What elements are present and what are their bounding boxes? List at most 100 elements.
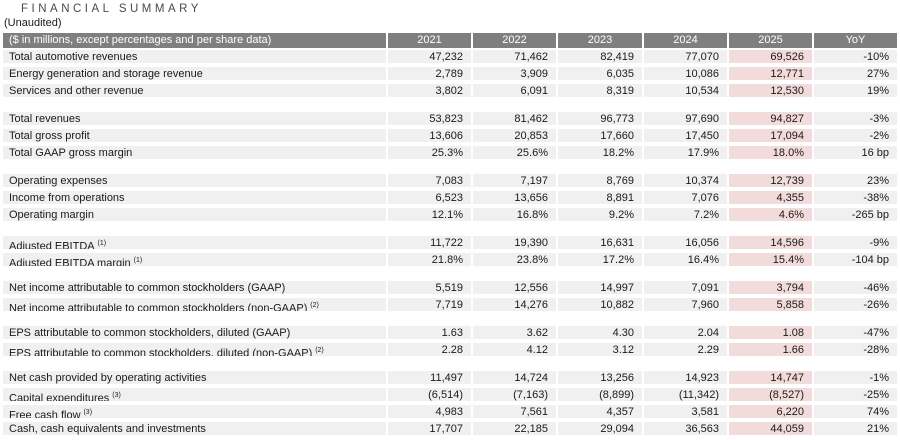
cell-yoy: -10% bbox=[814, 50, 897, 65]
cell-2022: 4.12 bbox=[473, 343, 558, 358]
table-row: Services and other revenue 3,802 6,091 8,31… bbox=[3, 84, 897, 101]
row-label: Adjusted EBITDA (1) bbox=[3, 236, 388, 251]
cell-yoy: -2% bbox=[814, 129, 897, 144]
cell-yoy: -46% bbox=[814, 281, 897, 296]
cell-2025: 4.6% bbox=[729, 208, 814, 223]
cell-2025: 14,747 bbox=[729, 371, 814, 386]
row-label: Services and other revenue bbox=[3, 84, 388, 99]
cell-2024: 97,690 bbox=[644, 112, 729, 127]
cell-2023: 6,035 bbox=[558, 67, 644, 82]
cell-2024: 14,923 bbox=[644, 371, 729, 386]
table-row: Adjusted EBITDA (1) 11,722 19,390 16,631 16,… bbox=[3, 236, 897, 253]
cell-2025: 5,858 bbox=[729, 298, 814, 313]
table-row: Total automotive revenues 47,232 71,462 82,… bbox=[3, 50, 897, 67]
cell-yoy: -28% bbox=[814, 343, 897, 358]
footnote-ref: (3) bbox=[81, 409, 93, 416]
cell-2022: 14,276 bbox=[473, 298, 558, 313]
cell-2022: 7,561 bbox=[473, 405, 558, 420]
row-label: Capital expenditures (3) bbox=[3, 388, 388, 403]
cell-2021: 17,707 bbox=[388, 422, 473, 437]
cell-2022: 81,462 bbox=[473, 112, 558, 127]
cell-yoy: -38% bbox=[814, 191, 897, 206]
row-label: Cash, cash equivalents and investments bbox=[3, 422, 388, 437]
table-row: Adjusted EBITDA margin (1) 21.8% 23.8% 17.2… bbox=[3, 253, 897, 270]
cell-yoy: -1% bbox=[814, 371, 897, 386]
table-row: Total GAAP gross margin 25.3% 25.6% 18.2% 17… bbox=[3, 146, 897, 163]
row-label: Operating margin bbox=[3, 208, 388, 223]
section-spacer bbox=[3, 360, 897, 371]
cell-2022: 6,091 bbox=[473, 84, 558, 99]
cell-2021: 12.1% bbox=[388, 208, 473, 223]
cell-2024: 17,450 bbox=[644, 129, 729, 144]
table-row: Operating expenses 7,083 7,197 8,769 10,374 1… bbox=[3, 174, 897, 191]
footnote-ref: (2) bbox=[313, 347, 324, 354]
cell-2023: (8,899) bbox=[558, 388, 644, 403]
row-label: Income from operations bbox=[3, 191, 388, 206]
cell-2021: 2.28 bbox=[388, 343, 473, 358]
header-year-2023: 2023 bbox=[558, 33, 644, 48]
footnote-ref: (1) bbox=[95, 240, 107, 247]
cell-2025: 12,739 bbox=[729, 174, 814, 189]
cell-2023: 96,773 bbox=[558, 112, 644, 127]
cell-2022: 19,390 bbox=[473, 236, 558, 251]
cell-2025: (8,527) bbox=[729, 388, 814, 403]
cell-2024: 7,960 bbox=[644, 298, 729, 313]
cell-2025: 12,530 bbox=[729, 84, 814, 99]
cell-yoy: 21% bbox=[814, 422, 897, 437]
cell-2025: 12,771 bbox=[729, 67, 814, 82]
cell-2023: 8,891 bbox=[558, 191, 644, 206]
row-label: Free cash flow (3) bbox=[3, 405, 388, 420]
row-label: Total revenues bbox=[3, 112, 388, 127]
row-label: EPS attributable to common stockholders,… bbox=[3, 326, 388, 341]
cell-2021: 13,606 bbox=[388, 129, 473, 144]
table-row: Free cash flow (3) 4,983 7,561 4,357 3,581 6,… bbox=[3, 405, 897, 422]
cell-2021: 5,519 bbox=[388, 281, 473, 296]
cell-2021: 1.63 bbox=[388, 326, 473, 341]
row-label: Net income attributable to common stockh… bbox=[3, 281, 388, 296]
cell-2024: 36,563 bbox=[644, 422, 729, 437]
footnote-ref: (1) bbox=[131, 257, 143, 264]
cell-2021: 11,497 bbox=[388, 371, 473, 386]
cell-2023: 14,997 bbox=[558, 281, 644, 296]
table-row: Net cash provided by operating activitie… bbox=[3, 371, 897, 388]
cell-2023: 13,256 bbox=[558, 371, 644, 386]
header-year-2025: 2025 bbox=[729, 33, 814, 48]
cell-2025: 6,220 bbox=[729, 405, 814, 420]
table-row: Capital expenditures (3) (6,514) (7,163) (8… bbox=[3, 388, 897, 405]
cell-yoy: 16 bp bbox=[814, 146, 897, 161]
cell-2021: 21.8% bbox=[388, 253, 473, 268]
row-label: EPS attributable to common stockholders,… bbox=[3, 343, 388, 358]
cell-2024: (11,342) bbox=[644, 388, 729, 403]
cell-2023: 4.30 bbox=[558, 326, 644, 341]
table-header-row: ($ in millions, except percentages and p… bbox=[3, 33, 897, 50]
cell-2023: 8,769 bbox=[558, 174, 644, 189]
cell-2021: 7,083 bbox=[388, 174, 473, 189]
cell-2022: 3,909 bbox=[473, 67, 558, 82]
cell-2021: 3,802 bbox=[388, 84, 473, 99]
cell-2022: 14,724 bbox=[473, 371, 558, 386]
section-spacer bbox=[3, 315, 897, 326]
cell-2025: 44,059 bbox=[729, 422, 814, 437]
cell-2025: 94,827 bbox=[729, 112, 814, 127]
cell-2024: 16,056 bbox=[644, 236, 729, 251]
row-label: Operating expenses bbox=[3, 174, 388, 189]
cell-2023: 17.2% bbox=[558, 253, 644, 268]
cell-2023: 29,094 bbox=[558, 422, 644, 437]
cell-2022: 22,185 bbox=[473, 422, 558, 437]
header-year-2022: 2022 bbox=[473, 33, 558, 48]
table-row: Operating margin 12.1% 16.8% 9.2% 7.2% 4.6% -2… bbox=[3, 208, 897, 225]
cell-2022: 16.8% bbox=[473, 208, 558, 223]
cell-2023: 4,357 bbox=[558, 405, 644, 420]
cell-2022: 3.62 bbox=[473, 326, 558, 341]
cell-2023: 3.12 bbox=[558, 343, 644, 358]
cell-yoy: -3% bbox=[814, 112, 897, 127]
cell-2024: 7,091 bbox=[644, 281, 729, 296]
cell-2022: 25.6% bbox=[473, 146, 558, 161]
cell-2022: (7,163) bbox=[473, 388, 558, 403]
header-year-2021: 2021 bbox=[388, 33, 473, 48]
cell-2024: 10,374 bbox=[644, 174, 729, 189]
row-label: Net cash provided by operating activitie… bbox=[3, 371, 388, 386]
cell-2025: 15.4% bbox=[729, 253, 814, 268]
cell-2024: 7,076 bbox=[644, 191, 729, 206]
